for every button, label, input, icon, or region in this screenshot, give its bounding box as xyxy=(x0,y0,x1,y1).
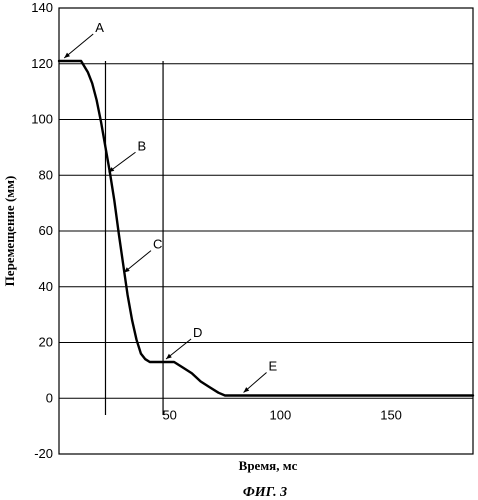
figure-caption: ФИГ. 3 xyxy=(243,485,287,500)
y-tick-label: 40 xyxy=(39,279,53,294)
y-tick-label: -20 xyxy=(34,446,53,461)
annotation-label: D xyxy=(193,325,202,340)
y-tick-label: 60 xyxy=(39,223,53,238)
annotation-label: E xyxy=(269,358,278,373)
annotation-label: A xyxy=(95,20,104,35)
y-tick-label: 0 xyxy=(46,390,53,405)
series-line xyxy=(59,61,473,396)
y-axis-label: Перемещение (мм) xyxy=(2,176,17,287)
annotation-label: C xyxy=(153,237,162,252)
gridlines xyxy=(59,64,473,399)
annotation-label: B xyxy=(137,138,146,153)
y-tick-label: 140 xyxy=(31,0,53,15)
y-tick-label: 80 xyxy=(39,167,53,182)
annotation-leader xyxy=(64,34,93,58)
x-tick-labels: 50 100 150 xyxy=(162,407,401,422)
series-lines xyxy=(59,61,473,396)
y-tick-label: 120 xyxy=(31,56,53,71)
point-annotations: A B C D E xyxy=(64,20,277,393)
x-tick-label: 50 xyxy=(162,407,176,422)
y-tick-label: 20 xyxy=(39,335,53,350)
x-axis-label: Время, мс xyxy=(239,458,298,473)
x-tick-label: 150 xyxy=(380,407,402,422)
y-tick-labels: 140 120 100 80 60 40 20 0 -20 xyxy=(31,0,53,461)
x-tick-label: 100 xyxy=(270,407,292,422)
y-tick-label: 100 xyxy=(31,112,53,127)
